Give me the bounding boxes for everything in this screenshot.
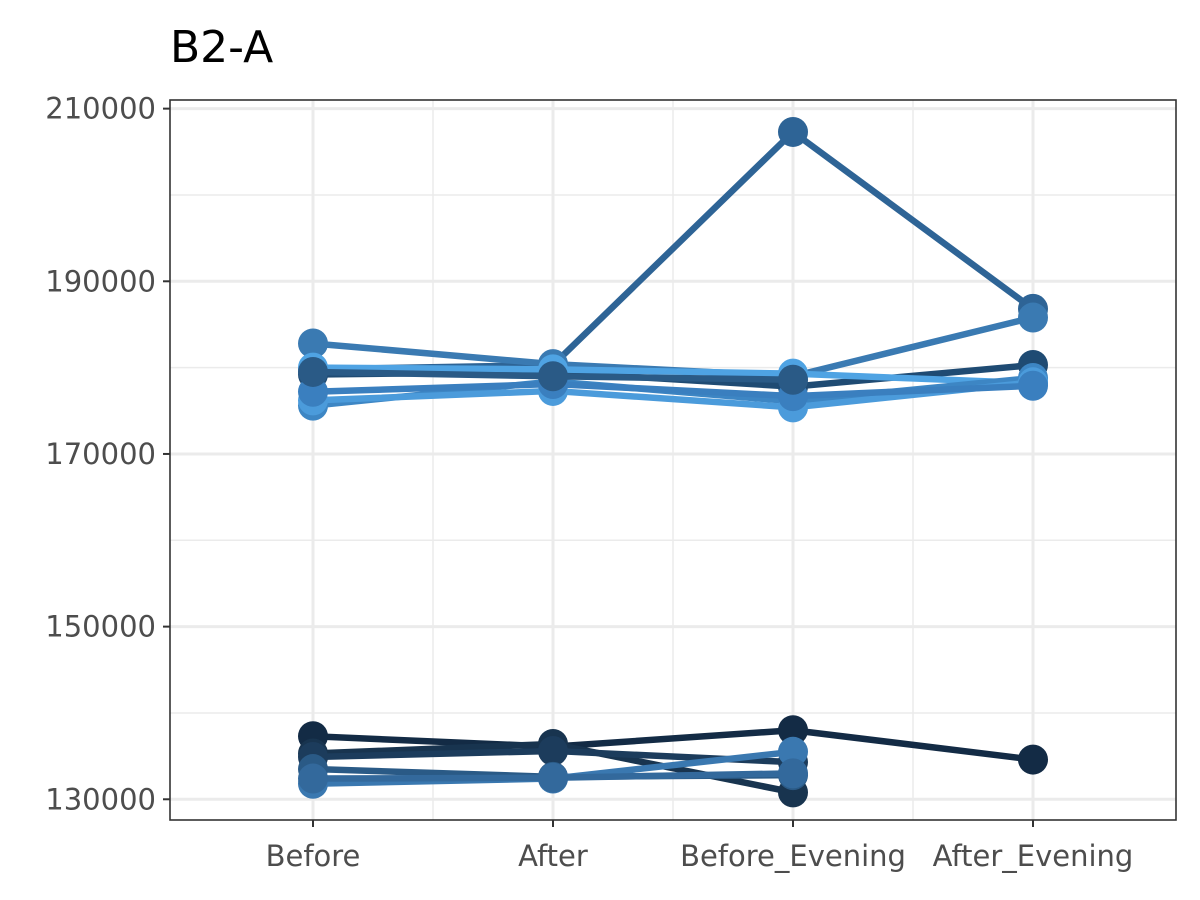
- series-14: [298, 758, 808, 794]
- data-point: [1018, 302, 1048, 333]
- series-line: [309, 726, 1037, 763]
- x-tick-label: Before: [266, 839, 361, 873]
- y-tick-label: 150000: [45, 610, 156, 644]
- axes: 130000 150000 170000 190000 210000 Before Afte…: [45, 92, 1133, 873]
- data-point: [298, 356, 328, 387]
- data-point: [538, 735, 568, 766]
- x-tick-label: After_Evening: [933, 839, 1134, 873]
- y-tick-label: 210000: [45, 92, 156, 126]
- plot-border: [169, 99, 1177, 821]
- series-layer: [298, 116, 1048, 808]
- data-point: [538, 762, 568, 793]
- y-tick-label: 170000: [45, 437, 156, 471]
- y-tick-label: 130000: [45, 782, 156, 816]
- y-tick-label: 190000: [45, 264, 156, 298]
- data-point: [778, 736, 808, 767]
- series-line: [309, 380, 1037, 400]
- chart-title: B2-A: [170, 22, 273, 73]
- data-point: [298, 328, 328, 359]
- data-point: [778, 116, 808, 147]
- series-line: [309, 379, 1037, 411]
- series-line: [309, 364, 1037, 387]
- series-8: [298, 356, 808, 395]
- x-tick-label: After: [518, 839, 588, 873]
- data-point: [1018, 744, 1048, 775]
- data-point: [538, 361, 568, 392]
- data-point: [778, 364, 808, 395]
- data-point: [778, 715, 808, 746]
- x-tick-label: Before_Evening: [680, 839, 906, 873]
- data-point: [1018, 370, 1048, 401]
- data-point: [778, 758, 808, 789]
- data-point: [298, 763, 328, 794]
